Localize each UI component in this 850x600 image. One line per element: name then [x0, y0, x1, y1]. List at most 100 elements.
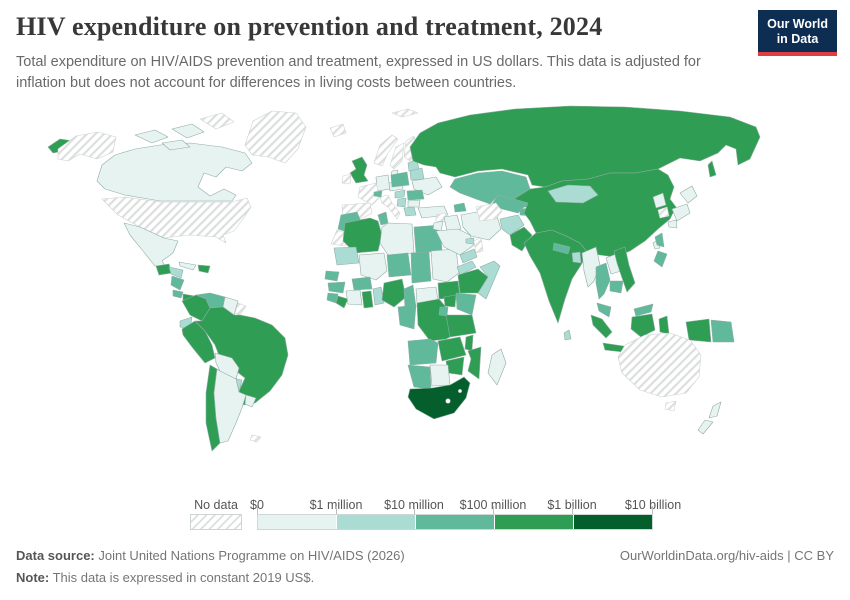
- country-kenya[interactable]: [455, 292, 477, 316]
- country-svalbard[interactable]: [391, 108, 419, 118]
- country-yemen[interactable]: [459, 248, 478, 264]
- country-new-zealand[interactable]: [697, 401, 722, 435]
- country-mauritania[interactable]: [333, 246, 360, 266]
- country-alaska[interactable]: [57, 131, 117, 162]
- country-ireland[interactable]: [341, 173, 352, 185]
- country-canada-island1[interactable]: [134, 129, 169, 144]
- country-russia-sakhalin[interactable]: [707, 160, 717, 178]
- country-australia[interactable]: [617, 332, 702, 412]
- country-madagascar[interactable]: [487, 348, 507, 386]
- country-sweden[interactable]: [389, 142, 405, 170]
- country-sri-lanka[interactable]: [563, 329, 572, 341]
- country-mali[interactable]: [358, 252, 388, 281]
- country-cambodia[interactable]: [609, 280, 624, 294]
- country-honduras[interactable]: [168, 266, 184, 279]
- legend-segment-3[interactable]: [495, 515, 574, 529]
- country-hungary[interactable]: [394, 189, 406, 199]
- country-angola[interactable]: [407, 338, 439, 366]
- country-tanzania[interactable]: [445, 314, 477, 338]
- country-chad[interactable]: [410, 251, 432, 284]
- country-azerbaijan[interactable]: [453, 202, 467, 213]
- country-uruguay[interactable]: [244, 394, 257, 408]
- country-philippines[interactable]: [653, 232, 668, 268]
- country-zambia[interactable]: [437, 336, 467, 362]
- country-argentina[interactable]: [213, 368, 247, 444]
- country-germany[interactable]: [375, 174, 391, 192]
- legend-segment-1[interactable]: [337, 515, 416, 529]
- country-ivory-coast[interactable]: [345, 289, 363, 306]
- country-eritrea[interactable]: [456, 260, 477, 276]
- country-oman[interactable]: [473, 236, 484, 254]
- country-iceland[interactable]: [329, 123, 347, 138]
- country-greenland[interactable]: [244, 110, 307, 164]
- country-liberia[interactable]: [335, 295, 349, 309]
- country-somalia[interactable]: [477, 260, 501, 300]
- country-niger[interactable]: [386, 252, 412, 278]
- country-papua-new-guinea[interactable]: [710, 319, 735, 343]
- country-canada-island2[interactable]: [171, 123, 205, 139]
- country-ghana[interactable]: [361, 290, 374, 309]
- country-hispaniola[interactable]: [197, 264, 211, 274]
- country-poland[interactable]: [390, 171, 410, 188]
- country-usa[interactable]: [101, 196, 252, 244]
- legend-color-bar[interactable]: [257, 514, 653, 530]
- country-japan[interactable]: [667, 185, 698, 229]
- country-namibia[interactable]: [407, 364, 432, 390]
- country-canada-island3[interactable]: [161, 139, 191, 151]
- country-uae[interactable]: [465, 237, 475, 245]
- country-norway[interactable]: [373, 134, 399, 167]
- country-malawi[interactable]: [464, 334, 474, 352]
- legend-no-data-swatch[interactable]: [190, 514, 242, 530]
- country-france[interactable]: [357, 182, 381, 206]
- owid-logo[interactable]: Our World in Data: [758, 10, 837, 56]
- country-libya[interactable]: [379, 222, 415, 256]
- country-nepal[interactable]: [552, 242, 571, 255]
- country-malaysia[interactable]: [596, 302, 654, 318]
- country-sudan[interactable]: [430, 248, 460, 283]
- footer-link[interactable]: OurWorldinData.org/hiv-aids | CC BY: [619, 548, 834, 563]
- country-guinea[interactable]: [327, 281, 346, 294]
- country-uganda[interactable]: [443, 294, 457, 308]
- legend-segment-4[interactable]: [574, 515, 652, 529]
- country-botswana[interactable]: [429, 364, 451, 387]
- country-thailand[interactable]: [595, 262, 611, 300]
- country-mozambique[interactable]: [467, 346, 482, 380]
- country-uk[interactable]: [349, 156, 369, 184]
- country-south-korea[interactable]: [657, 206, 670, 219]
- country-gabon-congo[interactable]: [397, 304, 417, 330]
- country-iraq[interactable]: [443, 214, 462, 232]
- legend-segment-0[interactable]: [258, 515, 337, 529]
- country-costa-rica[interactable]: [172, 289, 184, 299]
- country-greece[interactable]: [403, 206, 417, 217]
- country-mongolia[interactable]: [547, 184, 599, 204]
- country-senegal[interactable]: [324, 270, 340, 282]
- country-vietnam[interactable]: [613, 246, 636, 293]
- country-turkmenistan[interactable]: [475, 202, 503, 222]
- country-romania[interactable]: [406, 189, 425, 201]
- country-cuba[interactable]: [178, 261, 197, 271]
- country-nigeria[interactable]: [381, 278, 407, 308]
- country-russia[interactable]: [409, 105, 761, 188]
- country-canada[interactable]: [96, 142, 253, 202]
- country-afghanistan[interactable]: [499, 214, 525, 236]
- country-nicaragua[interactable]: [170, 275, 185, 291]
- country-bangladesh[interactable]: [571, 251, 582, 264]
- country-togo-benin[interactable]: [372, 286, 385, 306]
- country-brazil[interactable]: [194, 306, 289, 406]
- country-falklands[interactable]: [249, 434, 262, 443]
- country-jordan[interactable]: [432, 220, 444, 232]
- country-rwanda-burundi[interactable]: [438, 306, 449, 317]
- country-tunisia[interactable]: [377, 211, 389, 226]
- country-south-africa[interactable]: [407, 376, 471, 420]
- country-serbia[interactable]: [396, 197, 407, 208]
- country-bulgaria[interactable]: [407, 199, 421, 208]
- country-switzerland[interactable]: [373, 190, 383, 198]
- country-myanmar[interactable]: [581, 246, 601, 288]
- legend-segment-2[interactable]: [416, 515, 495, 529]
- country-saudi-arabia[interactable]: [435, 228, 475, 256]
- country-mexico[interactable]: [123, 222, 179, 268]
- country-ellesmere[interactable]: [199, 112, 235, 130]
- country-indonesia[interactable]: [590, 313, 712, 354]
- country-italy[interactable]: [379, 194, 401, 220]
- country-north-korea[interactable]: [652, 192, 667, 209]
